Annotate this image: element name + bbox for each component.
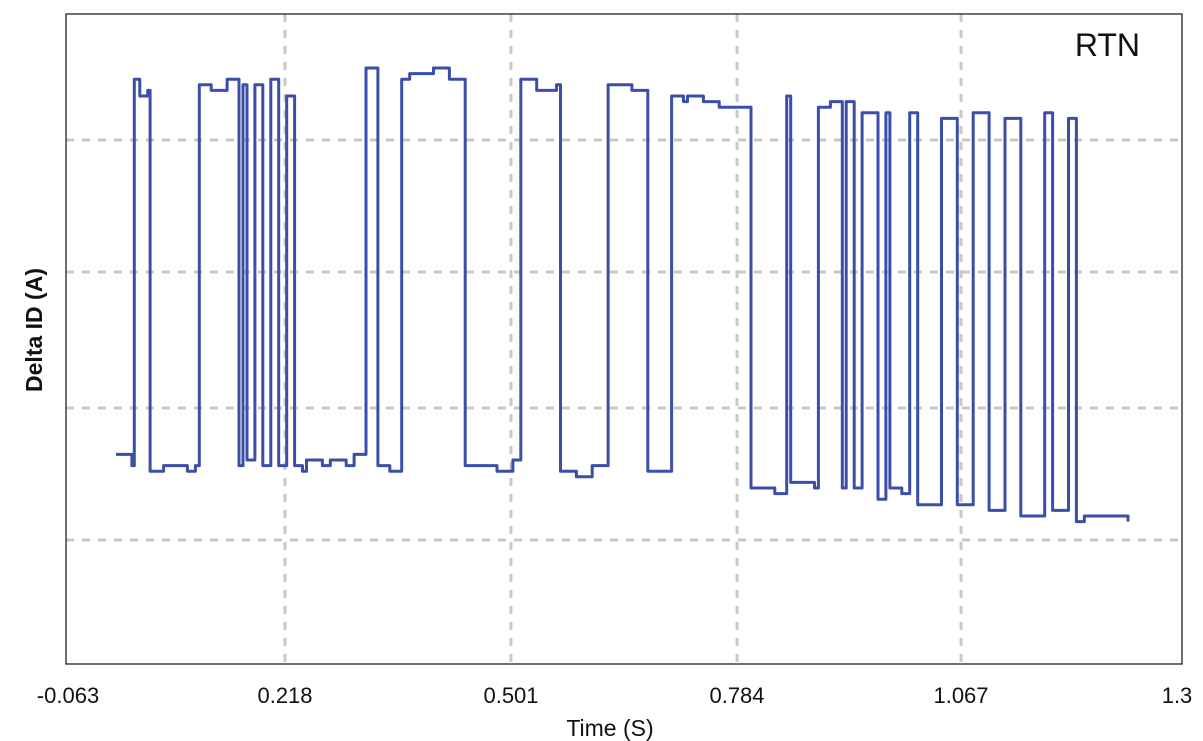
x-tick-label: 1.067 — [933, 683, 988, 708]
plot-area-frame — [65, 13, 1183, 665]
series-layer — [116, 66, 1130, 524]
annotation-label: RTN — [1075, 27, 1140, 63]
x-axis-title: Time (S) — [566, 715, 653, 741]
x-tick-label: 1.3 — [1162, 683, 1193, 708]
x-tick-label: -0.063 — [37, 683, 99, 708]
rtn-series-line — [116, 66, 1130, 524]
x-tick-labels: -0.063 0.218 0.501 0.784 1.067 1.3 — [37, 683, 1192, 708]
x-tick-label: 0.501 — [483, 683, 538, 708]
x-tick-label: 0.784 — [709, 683, 764, 708]
x-tick-label: 0.218 — [257, 683, 312, 708]
grid-layer — [66, 14, 1182, 664]
y-axis-title: Delta ID (A) — [21, 268, 47, 392]
